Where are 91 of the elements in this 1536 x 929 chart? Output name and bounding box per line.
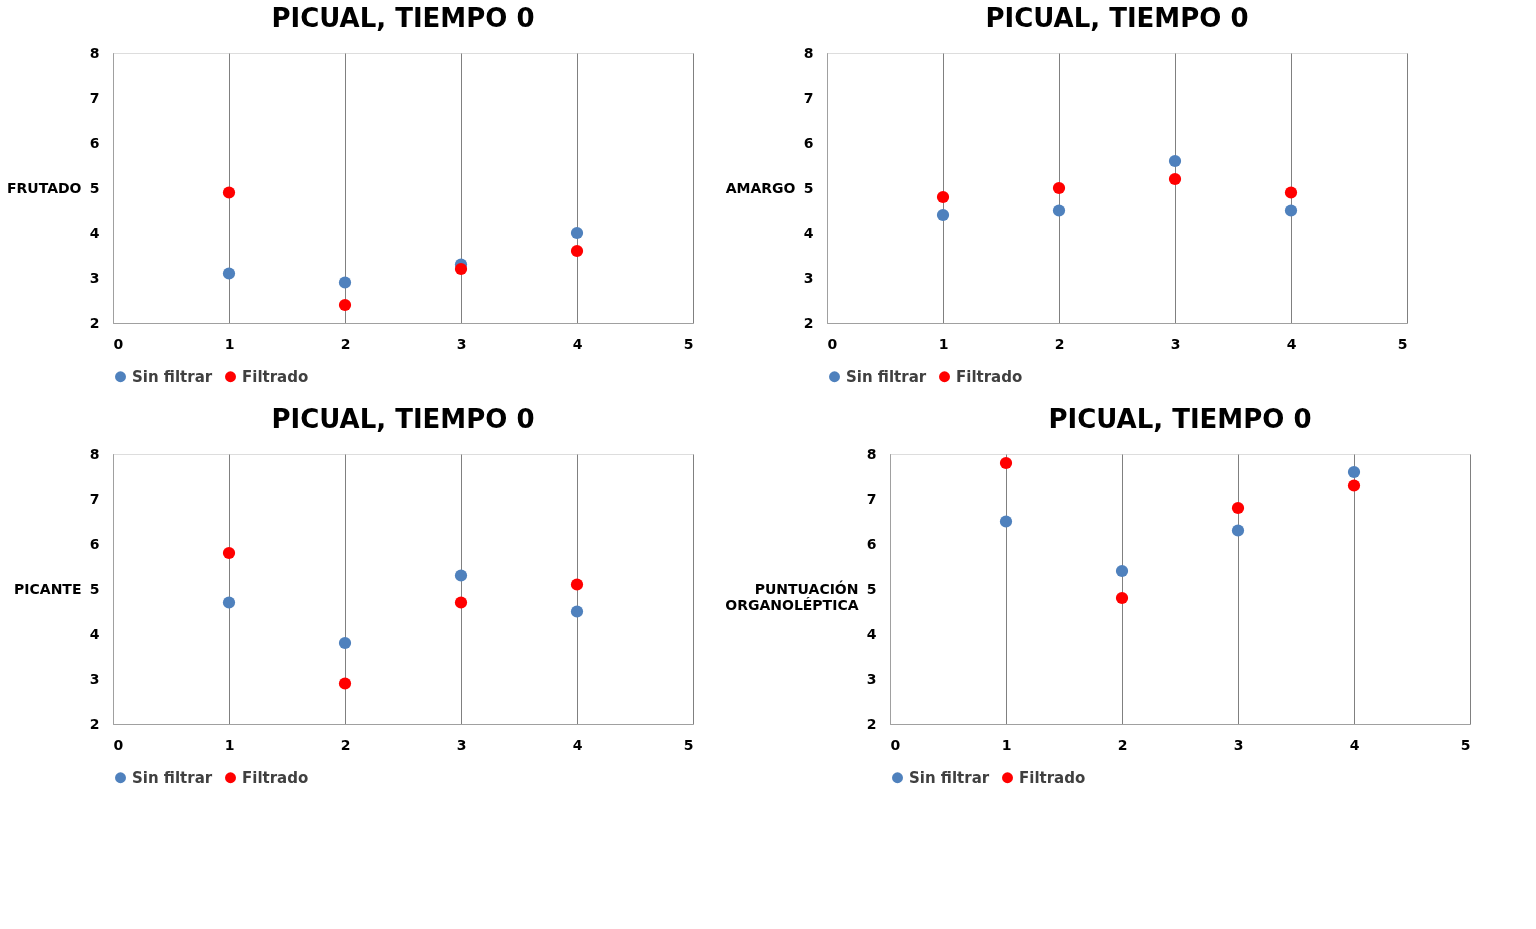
legend-label: Sin filtrar	[846, 367, 927, 386]
point	[1052, 204, 1066, 217]
x-tick-label: 3	[456, 335, 467, 352]
y-tick-label: 8	[89, 445, 100, 462]
chart-title: PICUAL, TIEMPO 0	[1048, 404, 1312, 434]
x-tick-label: 0	[890, 736, 901, 753]
y-tick-label: 5	[89, 580, 100, 597]
x-tick-label: 2	[1054, 335, 1065, 352]
y-tick-label: 4	[89, 625, 100, 642]
point	[570, 226, 584, 240]
legend-label: Filtrado	[1019, 768, 1086, 787]
y-tick-label: 8	[89, 44, 100, 61]
y-axis-title: FRUTADO	[6, 179, 82, 196]
x-tick-label: 2	[340, 335, 351, 352]
y-tick-label: 4	[803, 224, 814, 241]
y-tick-label: 2	[866, 715, 877, 732]
x-tick-label: 0	[113, 736, 124, 753]
x-tick-label: 5	[683, 335, 694, 352]
y-tick-label: 8	[803, 44, 814, 61]
point	[1168, 154, 1182, 168]
y-tick-label: 5	[866, 580, 877, 597]
point	[454, 569, 468, 582]
y-tick-label: 3	[803, 269, 814, 286]
y-axis-title: PUNTUACIÓN ORGANOLÉPTICA	[725, 579, 859, 613]
x-tick-label: 5	[1460, 736, 1471, 753]
y-tick-label: 4	[866, 625, 877, 642]
x-tick-label: 3	[456, 736, 467, 753]
y-tick-label: 3	[89, 269, 100, 286]
point	[222, 186, 236, 199]
y-tick-label: 3	[89, 670, 100, 687]
legend-label: Sin filtrar	[132, 367, 213, 386]
point	[1284, 204, 1298, 217]
chart-title: PICUAL, TIEMPO 0	[271, 3, 535, 33]
y-tick-label: 6	[89, 134, 100, 151]
y-tick-label: 2	[803, 314, 814, 331]
point	[1284, 186, 1298, 199]
legend-label: Filtrado	[242, 768, 309, 787]
point	[570, 244, 584, 258]
point	[454, 596, 468, 609]
legend-label: Filtrado	[242, 367, 309, 386]
y-tick-label: 7	[89, 490, 100, 507]
x-tick-label: 1	[224, 335, 235, 352]
x-tick-label: 0	[827, 335, 838, 352]
x-tick-label: 4	[572, 335, 583, 352]
x-tick-label: 5	[1397, 335, 1408, 352]
x-tick-label: 3	[1170, 335, 1181, 352]
x-tick-label: 5	[683, 736, 694, 753]
y-tick-label: 7	[89, 89, 100, 106]
point	[570, 605, 584, 618]
x-tick-label: 3	[1233, 736, 1244, 753]
x-tick-label: 1	[938, 335, 949, 352]
y-tick-label: 8	[866, 445, 877, 462]
x-tick-label: 1	[224, 736, 235, 753]
point	[454, 262, 468, 276]
point	[338, 276, 352, 289]
x-tick-label: 4	[1286, 335, 1297, 352]
point	[338, 636, 352, 650]
chart-title: PICUAL, TIEMPO 0	[985, 3, 1249, 33]
point	[936, 208, 950, 222]
point	[936, 190, 950, 204]
y-axis-title: AMARGO	[725, 179, 796, 196]
y-tick-label: 6	[866, 535, 877, 552]
y-tick-label: 6	[89, 535, 100, 552]
legend-label: Sin filtrar	[132, 768, 213, 787]
y-tick-label: 7	[803, 89, 814, 106]
legend-label: Filtrado	[956, 367, 1023, 386]
chart-title: PICUAL, TIEMPO 0	[271, 404, 535, 434]
x-tick-label: 2	[340, 736, 351, 753]
y-tick-label: 3	[866, 670, 877, 687]
x-tick-label: 0	[113, 335, 124, 352]
x-tick-label: 4	[1349, 736, 1360, 753]
y-tick-label: 4	[89, 224, 100, 241]
y-tick-label: 2	[89, 314, 100, 331]
y-tick-label: 5	[803, 179, 814, 196]
x-tick-label: 1	[1001, 736, 1012, 753]
point	[222, 267, 236, 280]
point	[570, 578, 584, 591]
y-tick-label: 2	[89, 715, 100, 732]
y-tick-label: 6	[803, 134, 814, 151]
point	[1052, 181, 1066, 195]
y-tick-label: 5	[89, 179, 100, 196]
point	[338, 677, 352, 690]
y-tick-label: 7	[866, 490, 877, 507]
x-tick-label: 2	[1117, 736, 1128, 753]
point	[222, 546, 236, 560]
legend-label: Sin filtrar	[909, 768, 990, 787]
point	[338, 298, 352, 312]
point	[1168, 172, 1182, 186]
x-tick-label: 4	[572, 736, 583, 753]
point	[222, 596, 236, 609]
y-axis-title: PICANTE	[14, 580, 82, 597]
